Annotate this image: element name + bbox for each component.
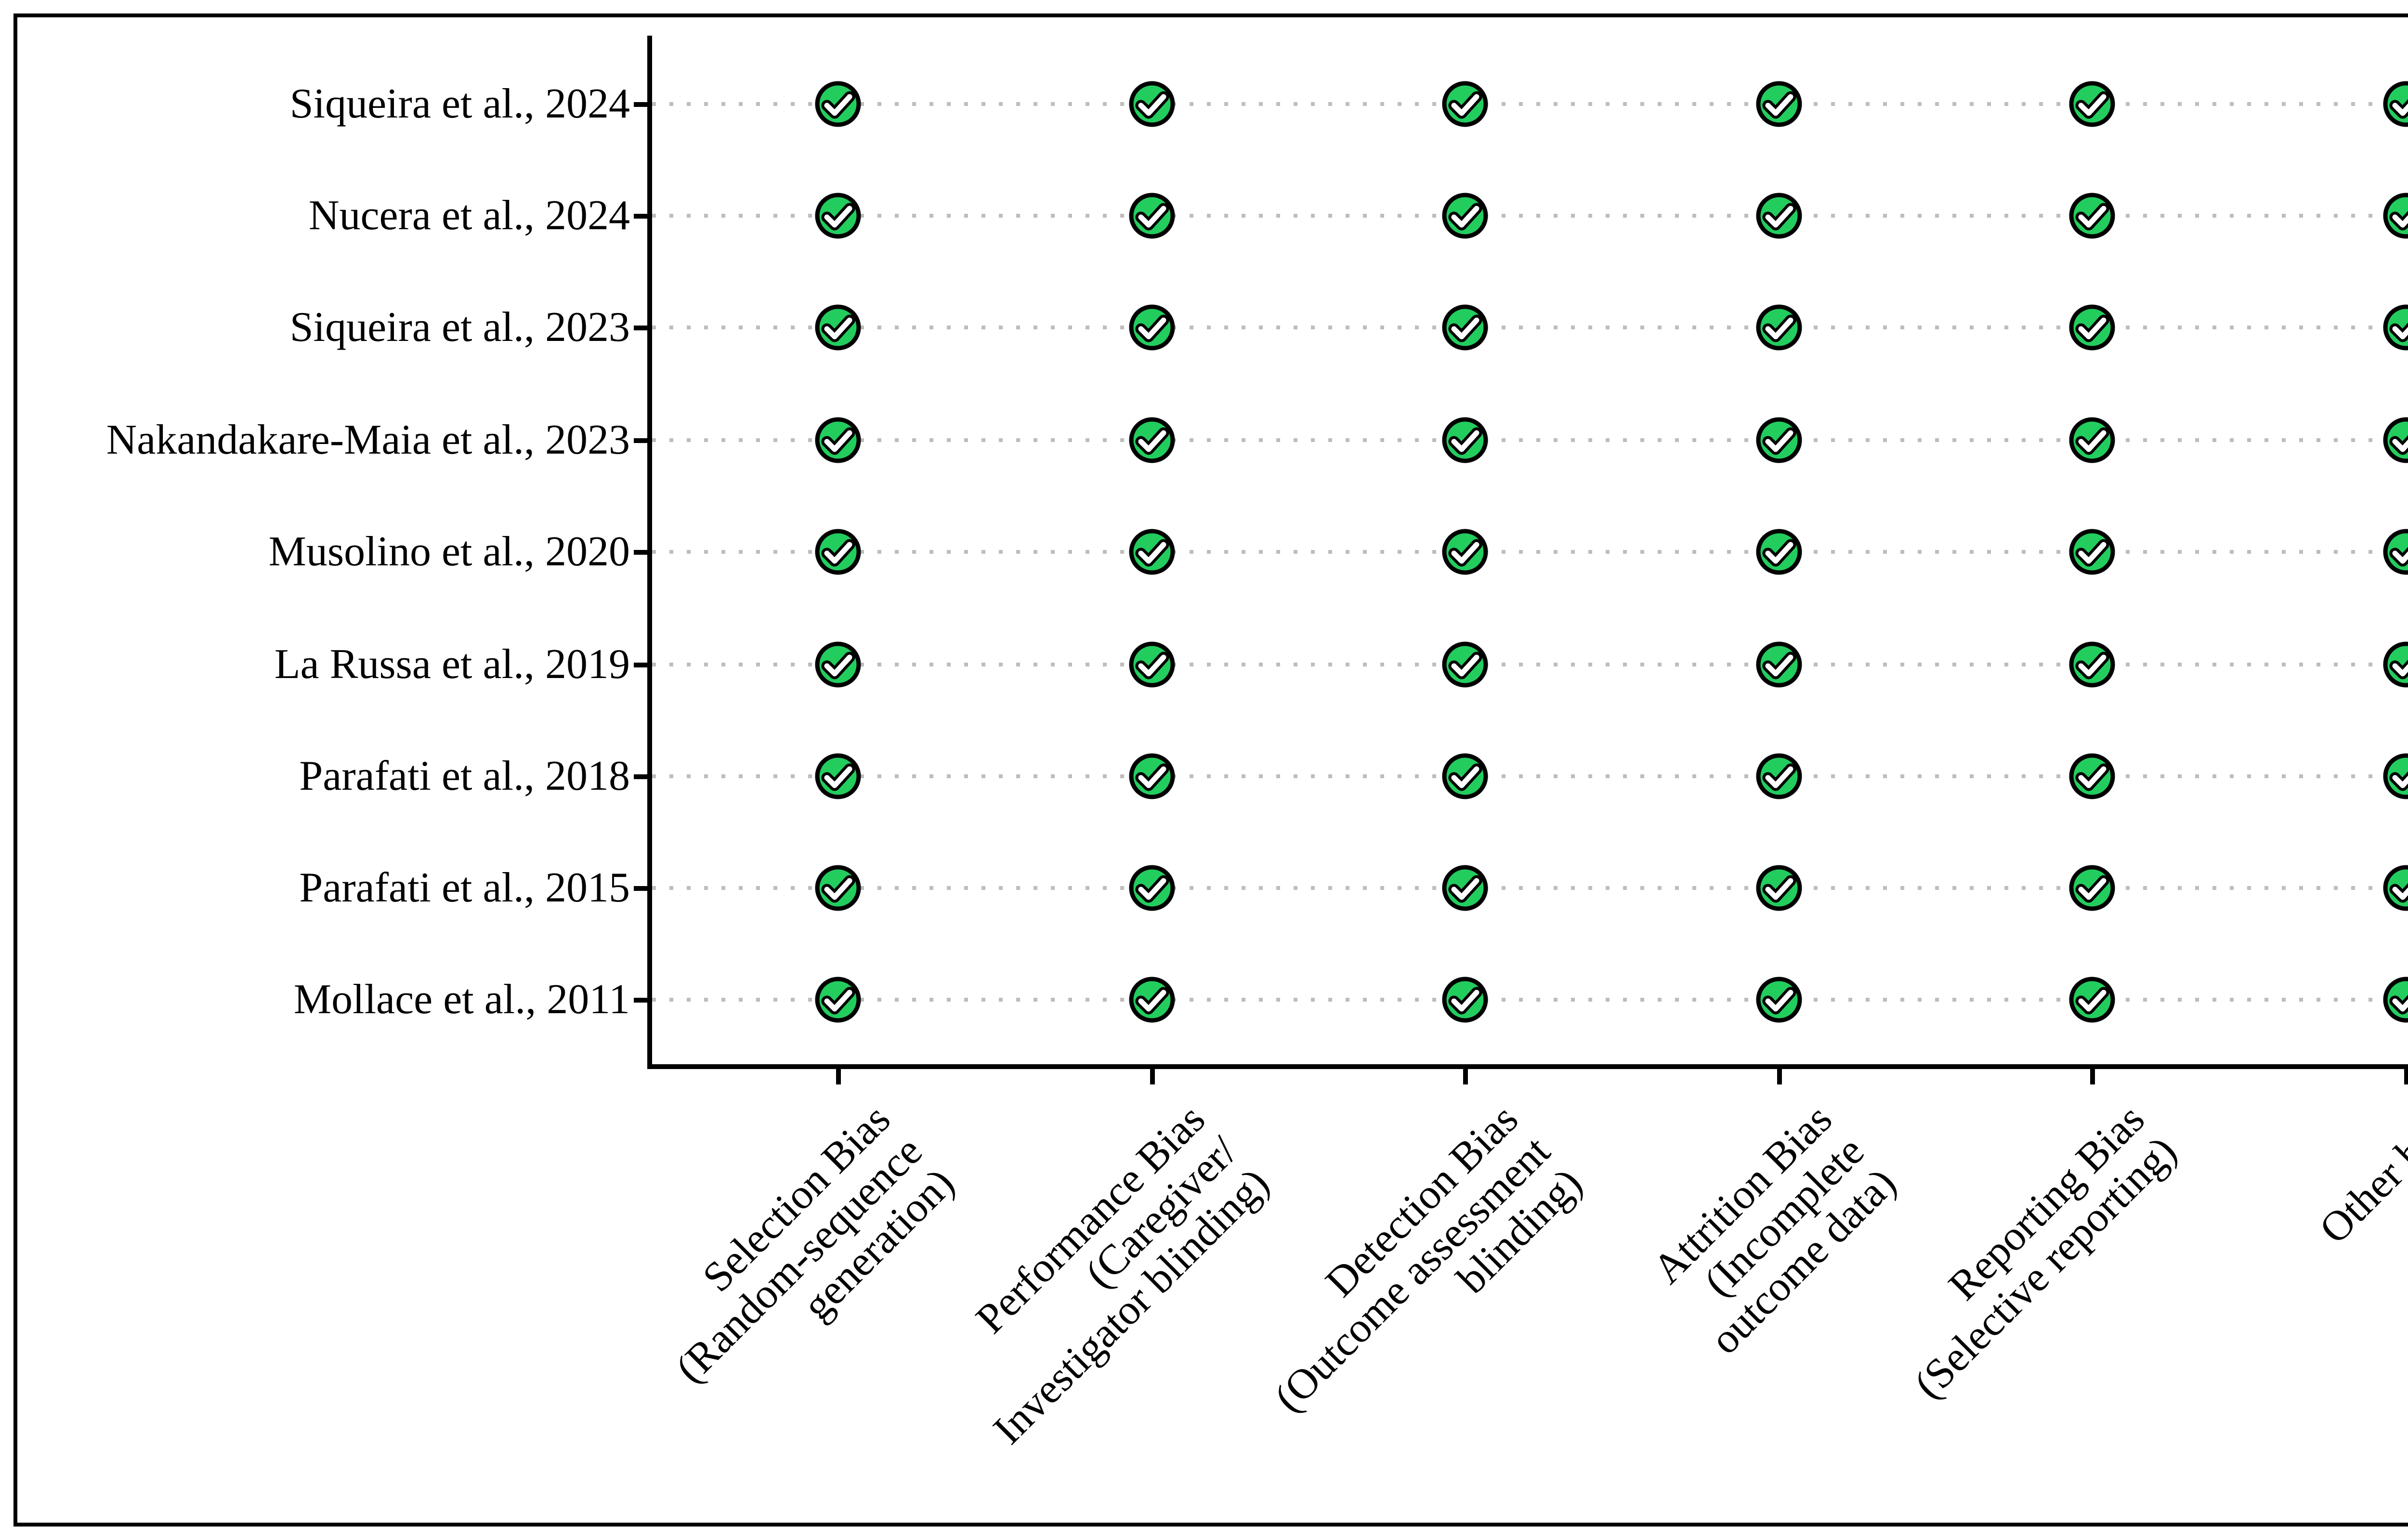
check-icon — [813, 863, 863, 913]
check-icon — [1440, 863, 1490, 913]
check-icon — [2381, 863, 2408, 913]
row-gridline-dotted — [652, 663, 2408, 666]
check-icon — [2381, 751, 2408, 801]
check-icon — [1127, 975, 1177, 1025]
y-axis-tick — [634, 326, 647, 330]
study-label: Nucera et al., 2024 — [308, 192, 630, 239]
check-icon — [1127, 863, 1177, 913]
check-icon — [2067, 527, 2117, 577]
row-gridline-dotted — [652, 438, 2408, 442]
y-axis-tick — [634, 774, 647, 779]
y-axis-line — [647, 36, 652, 1069]
check-icon — [1754, 79, 1804, 129]
y-axis-tick — [634, 663, 647, 667]
check-icon — [1127, 639, 1177, 690]
check-icon — [813, 302, 863, 352]
check-icon — [1127, 527, 1177, 577]
check-icon — [2067, 302, 2117, 352]
check-icon — [1440, 302, 1490, 352]
y-axis-tick — [634, 102, 647, 107]
study-label: Siqueira et al., 2023 — [289, 303, 630, 351]
check-icon — [813, 191, 863, 241]
x-axis-tick — [1150, 1069, 1155, 1084]
row-gridline-dotted — [652, 774, 2408, 778]
check-icon — [2067, 975, 2117, 1025]
study-label: Siqueira et al., 2024 — [289, 80, 630, 127]
y-axis-tick — [634, 886, 647, 891]
check-icon — [2381, 639, 2408, 690]
check-icon — [813, 79, 863, 129]
check-icon — [1440, 191, 1490, 241]
row-gridline-dotted — [652, 550, 2408, 554]
check-icon — [1440, 79, 1490, 129]
study-label: Musolino et al., 2020 — [268, 528, 630, 575]
row-gridline-dotted — [652, 102, 2408, 106]
check-icon — [1127, 751, 1177, 801]
check-icon — [2381, 79, 2408, 129]
check-icon — [1127, 415, 1177, 465]
check-icon — [2067, 415, 2117, 465]
check-icon — [1440, 751, 1490, 801]
check-icon — [1754, 302, 1804, 352]
y-axis-tick — [634, 998, 647, 1003]
check-icon — [1127, 191, 1177, 241]
study-label: Parafati et al., 2015 — [299, 864, 630, 911]
check-icon — [1127, 79, 1177, 129]
check-icon — [1754, 975, 1804, 1025]
check-icon — [1440, 639, 1490, 690]
check-icon — [1754, 639, 1804, 690]
check-icon — [2067, 751, 2117, 801]
check-icon — [813, 639, 863, 690]
check-icon — [1754, 751, 1804, 801]
study-label: Parafati et al., 2018 — [299, 752, 630, 799]
check-icon — [2381, 975, 2408, 1025]
check-icon — [1754, 191, 1804, 241]
x-axis-tick — [2090, 1069, 2095, 1084]
x-axis-tick — [2404, 1069, 2408, 1084]
y-axis-tick — [634, 214, 647, 219]
x-axis-tick — [1777, 1069, 1782, 1084]
check-icon — [813, 527, 863, 577]
check-icon — [813, 415, 863, 465]
study-label: Nakandakare-Maia et al., 2023 — [106, 416, 630, 463]
check-icon — [2381, 527, 2408, 577]
study-label: La Russa et al., 2019 — [274, 640, 630, 688]
check-icon — [2381, 415, 2408, 465]
row-gridline-dotted — [652, 326, 2408, 329]
x-axis-line — [647, 1064, 2408, 1069]
check-icon — [1440, 527, 1490, 577]
check-icon — [1754, 527, 1804, 577]
check-icon — [1440, 975, 1490, 1025]
check-icon — [1127, 302, 1177, 352]
check-icon — [2067, 79, 2117, 129]
check-icon — [1754, 415, 1804, 465]
study-label: Mollace et al., 2011 — [293, 976, 630, 1023]
check-icon — [1754, 863, 1804, 913]
check-icon — [2067, 863, 2117, 913]
check-icon — [2067, 191, 2117, 241]
y-axis-tick — [634, 550, 647, 555]
check-icon — [813, 975, 863, 1025]
x-axis-tick — [836, 1069, 841, 1084]
check-icon — [2381, 302, 2408, 352]
row-gridline-dotted — [652, 998, 2408, 1002]
check-icon — [2067, 639, 2117, 690]
check-icon — [2381, 191, 2408, 241]
x-axis-tick — [1463, 1069, 1468, 1084]
check-icon — [1440, 415, 1490, 465]
row-gridline-dotted — [652, 886, 2408, 890]
check-icon — [813, 751, 863, 801]
figure-border — [13, 13, 2408, 1527]
row-gridline-dotted — [652, 214, 2408, 218]
y-axis-tick — [634, 438, 647, 443]
